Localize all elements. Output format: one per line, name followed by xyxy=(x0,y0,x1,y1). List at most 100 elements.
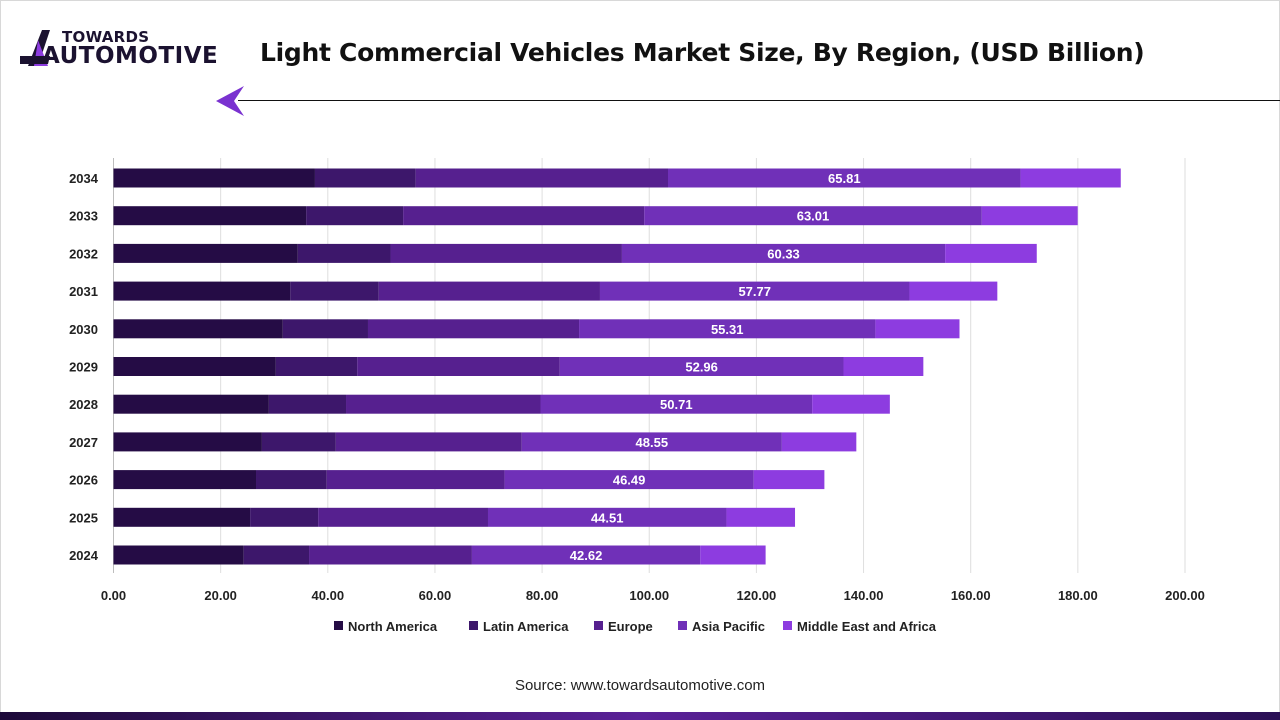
bar-segment-north-america xyxy=(113,507,251,527)
legend-label: North America xyxy=(348,619,438,634)
bar-segment-north-america xyxy=(113,243,298,263)
bar-segment-north-america xyxy=(113,432,262,452)
legend-label: Asia Pacific xyxy=(692,619,765,634)
bar-segment-middle-east-and-africa xyxy=(981,206,1078,226)
bar-segment-asia-pacific xyxy=(599,281,910,301)
bar-segment-asia-pacific xyxy=(504,470,754,490)
bar-segment-europe xyxy=(415,168,669,188)
y-tick-label: 2024 xyxy=(69,548,99,563)
x-tick-label: 160.00 xyxy=(951,588,991,603)
bar-segment-europe xyxy=(346,394,541,414)
y-tick-label: 2034 xyxy=(69,171,99,186)
bar-segment-north-america xyxy=(113,394,269,414)
y-tick-label: 2033 xyxy=(69,209,98,224)
bar-segment-europe xyxy=(390,243,622,263)
source-text: Source: www.towardsautomotive.com xyxy=(514,677,766,694)
bar-segment-north-america xyxy=(113,357,276,376)
bar-segment-asia-pacific xyxy=(559,357,844,376)
y-tick-label: 2025 xyxy=(69,510,98,525)
bar-segment-north-america xyxy=(113,470,257,490)
x-tick-label: 100.00 xyxy=(629,588,669,603)
data-label: 42.62 xyxy=(570,548,603,563)
bar-segment-asia-pacific xyxy=(621,243,946,263)
bar-segment-latin-america xyxy=(243,545,310,565)
bar-segment-asia-pacific xyxy=(579,319,876,339)
x-tick-label: 120.00 xyxy=(737,588,777,603)
x-tick-label: 180.00 xyxy=(1058,588,1098,603)
bar-segment-europe xyxy=(367,319,580,339)
bar-segment-latin-america xyxy=(261,432,336,452)
y-tick-label: 2026 xyxy=(69,473,98,488)
title-rule xyxy=(238,100,1280,101)
legend-label: Latin America xyxy=(483,619,569,634)
bar-segment-latin-america xyxy=(256,470,327,490)
bar-segment-middle-east-and-africa xyxy=(909,281,998,301)
bar-segment-europe xyxy=(326,470,505,490)
y-tick-label: 2029 xyxy=(69,360,98,375)
bar-segment-north-america xyxy=(113,206,307,226)
bar-segment-latin-america xyxy=(306,206,404,226)
data-label: 60.33 xyxy=(767,246,800,261)
legend-swatch xyxy=(469,621,478,630)
legend-swatch xyxy=(678,621,687,630)
x-tick-label: 60.00 xyxy=(419,588,452,603)
bar-segment-middle-east-and-africa xyxy=(875,319,960,339)
bar-segment-middle-east-and-africa xyxy=(700,545,766,565)
bar-segment-asia-pacific xyxy=(668,168,1021,188)
bar-segment-latin-america xyxy=(314,168,416,188)
bar-segment-middle-east-and-africa xyxy=(753,470,825,490)
bar-segment-europe xyxy=(335,432,522,452)
bar-segment-latin-america xyxy=(250,507,319,527)
data-label: 48.55 xyxy=(636,435,669,450)
bar-segment-middle-east-and-africa xyxy=(1020,168,1121,188)
bar-segment-asia-pacific xyxy=(644,206,982,226)
data-label: 57.77 xyxy=(738,284,771,299)
data-label: 50.71 xyxy=(660,397,693,412)
bar-segment-europe xyxy=(357,357,560,376)
data-label: 65.81 xyxy=(828,171,861,186)
data-label: 63.01 xyxy=(797,209,830,224)
data-label: 44.51 xyxy=(591,510,624,525)
x-tick-label: 200.00 xyxy=(1165,588,1205,603)
bar-segment-latin-america xyxy=(268,394,347,414)
logo: TOWARDS AUTOMOTIVE xyxy=(20,28,230,72)
bar-segment-latin-america xyxy=(297,243,391,263)
x-tick-label: 140.00 xyxy=(844,588,884,603)
bar-segment-latin-america xyxy=(282,319,368,339)
bar-segment-latin-america xyxy=(290,281,379,301)
x-tick-label: 80.00 xyxy=(526,588,559,603)
legend-label: Europe xyxy=(608,619,653,634)
y-tick-label: 2027 xyxy=(69,435,98,450)
logo-text-bottom: AUTOMOTIVE xyxy=(42,43,219,69)
bar-segment-asia-pacific xyxy=(487,507,727,527)
logo-mark-icon xyxy=(20,30,50,66)
bar-segment-latin-america xyxy=(275,357,358,376)
legend-swatch xyxy=(334,621,343,630)
bar-segment-north-america xyxy=(113,168,315,188)
y-tick-label: 2028 xyxy=(69,397,98,412)
bar-segment-europe xyxy=(403,206,645,226)
bar-segment-north-america xyxy=(113,281,291,301)
bar-segment-middle-east-and-africa xyxy=(726,507,796,527)
bottom-strip xyxy=(0,712,1280,720)
bar-segment-north-america xyxy=(113,319,283,339)
data-label: 55.31 xyxy=(711,322,744,337)
x-tick-label: 40.00 xyxy=(312,588,345,603)
arrow-left-icon xyxy=(216,86,244,116)
data-label: 52.96 xyxy=(685,360,718,375)
bar-segment-middle-east-and-africa xyxy=(945,243,1037,263)
chart-title: Light Commercial Vehicles Market Size, B… xyxy=(260,38,1145,67)
bar-segment-north-america xyxy=(113,545,244,565)
bar-segment-middle-east-and-africa xyxy=(781,432,857,452)
y-tick-label: 2030 xyxy=(69,322,98,337)
bar-segment-asia-pacific xyxy=(521,432,782,452)
data-label: 46.49 xyxy=(613,473,646,488)
bar-segment-asia-pacific xyxy=(540,394,813,414)
y-tick-label: 2031 xyxy=(69,284,98,299)
legend-label: Middle East and Africa xyxy=(797,619,937,634)
y-tick-label: 2032 xyxy=(69,246,98,261)
x-tick-label: 20.00 xyxy=(204,588,237,603)
x-tick-label: 0.00 xyxy=(101,588,126,603)
bar-segment-europe xyxy=(318,507,488,527)
